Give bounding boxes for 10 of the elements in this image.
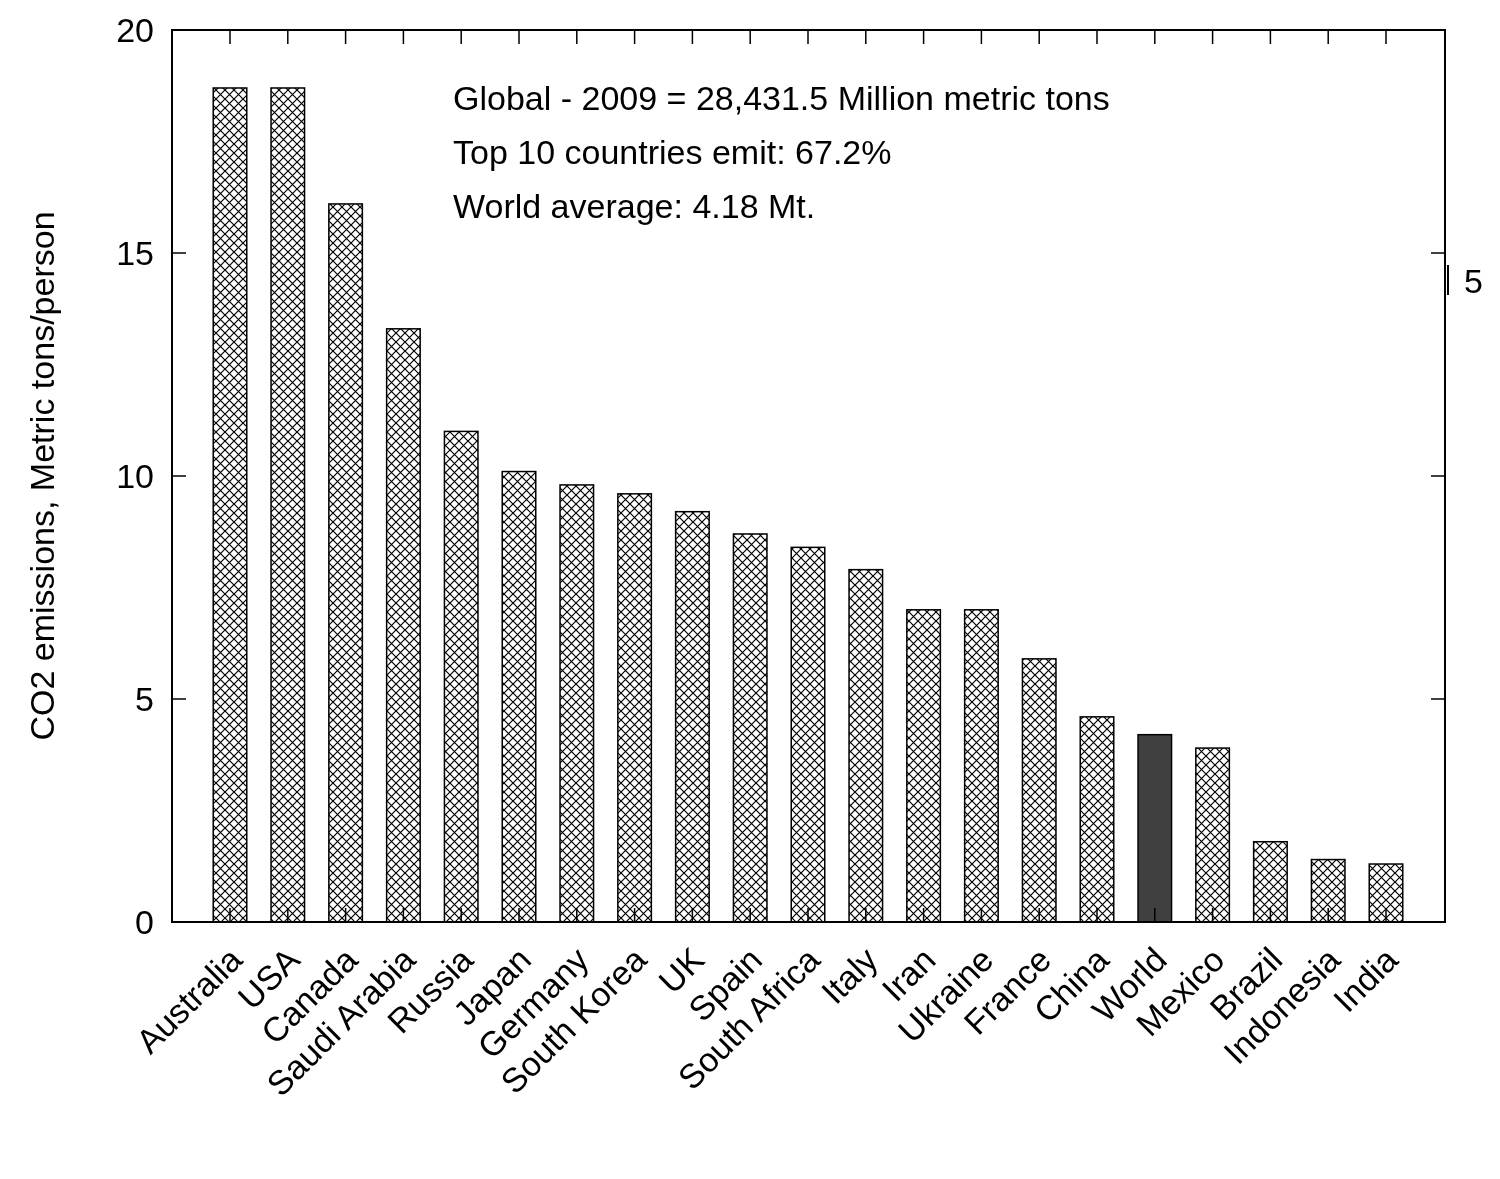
annotation: World average: 4.18 Mt.: [453, 187, 816, 225]
y-tick-label: 15: [116, 233, 154, 272]
y-tick-label: 20: [116, 10, 154, 49]
y-tick-label: 10: [116, 456, 154, 495]
y-tick-label: 0: [135, 902, 154, 941]
y-axis-title: CO2 emissions, Metric tons/person: [23, 211, 61, 741]
text: 5: [1464, 262, 1483, 300]
annotation: Top 10 countries emit: 67.2%: [453, 133, 892, 171]
y-tick-label: 5: [135, 679, 154, 718]
annotation: Global - 2009 = 28,431.5 Million metric tons: [453, 79, 1110, 117]
